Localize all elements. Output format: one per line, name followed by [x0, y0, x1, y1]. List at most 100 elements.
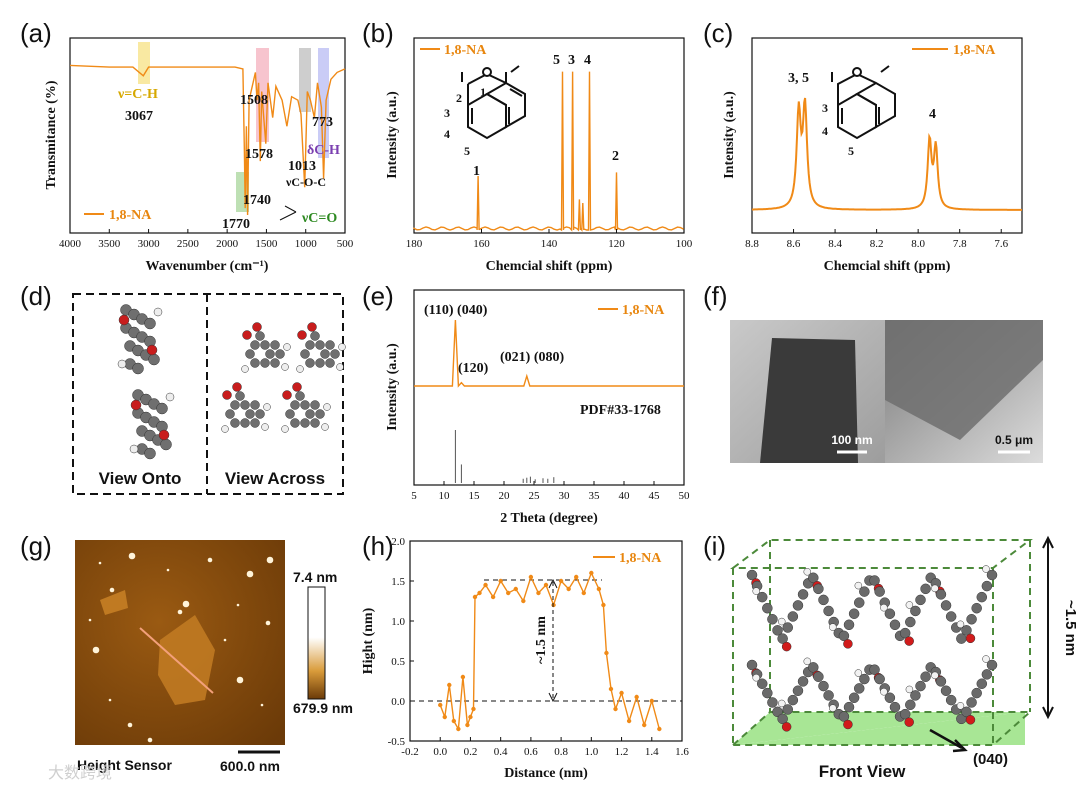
atom-carbon	[144, 317, 156, 330]
colorbar-top-label: 7.4 nm	[293, 569, 337, 585]
panel-e-x-tick-label: 15	[469, 490, 481, 502]
tem-scale-right: 0.5 μm	[995, 433, 1033, 447]
view-onto-title: View Onto	[99, 469, 182, 488]
panel-b-xticks: 180 160 140 120 100	[406, 229, 693, 250]
atom-hydrogen	[803, 657, 812, 666]
atom-carbon	[915, 594, 926, 606]
atom-carbon	[746, 659, 758, 671]
afm-particle	[98, 561, 102, 565]
atom-carbon	[270, 358, 280, 368]
panel-e-x-tick-label: 35	[589, 490, 601, 502]
panel-e-x-tick-label: 40	[619, 490, 631, 502]
atom-carbon	[905, 699, 916, 711]
atom-hydrogen	[905, 601, 914, 609]
atom-hydrogen	[752, 587, 760, 595]
profile-point	[566, 586, 571, 592]
atom-carbon	[305, 340, 315, 350]
profile-point	[498, 578, 503, 584]
atom-carbon	[255, 409, 265, 419]
atom-carbon	[848, 608, 860, 619]
atom-carbon	[976, 591, 988, 603]
atom-label-2: 2	[456, 91, 462, 105]
afm-caption: Height Sensor	[77, 757, 172, 773]
atom-carbon	[869, 664, 880, 675]
atom-carbon	[260, 358, 270, 368]
panel-b-ylabel: Intensity (a.u.)	[385, 91, 400, 179]
atom-hydrogen	[321, 423, 329, 431]
afm-particle	[92, 646, 100, 654]
panel-g-afm: 7.4 nm 679.9 nm Height Sensor 600.0 nm	[75, 540, 353, 774]
atom-carbon	[859, 673, 870, 685]
panel-h-x-tick-label: 0.8	[554, 746, 568, 758]
atom-carbon	[838, 630, 850, 642]
xrd-reference-label: PDF#33-1768	[580, 403, 661, 418]
atom-carbon	[889, 701, 901, 713]
panel-c-x-tick-label: 8.4	[828, 238, 842, 250]
panel-h-y-tick-label: 1.5	[391, 576, 405, 588]
atom-carbon	[290, 418, 300, 428]
profile-point	[596, 586, 602, 592]
panel-a-x-tick-label: 3000	[138, 238, 161, 250]
annot-1770: 1770	[222, 217, 250, 232]
panel-label-d: (d)	[20, 281, 52, 311]
afm-particle	[182, 600, 190, 608]
atom-carbon	[920, 583, 931, 595]
panel-h-ylabel: Hight (nm)	[361, 607, 376, 674]
panel-label-f: (f)	[703, 281, 728, 311]
panel-c-frame	[751, 37, 1023, 234]
atom-oxygen	[904, 717, 914, 727]
afm-particle	[260, 703, 264, 707]
panel-b-frame	[413, 37, 685, 234]
atom-carbon	[884, 692, 896, 704]
afm-particle	[177, 609, 183, 615]
atom-carbon	[156, 402, 168, 415]
atom-hydrogen	[880, 603, 888, 612]
step-arrowheads	[548, 578, 558, 703]
panel-a-ftir: 4000 3500 3000 2500 2000 1500 1000 500 Wavenumb…	[44, 37, 354, 274]
atom-hydrogen	[777, 699, 786, 708]
atom-carbon	[905, 616, 916, 628]
atom-carbon	[250, 340, 260, 350]
packing-molecules	[117, 304, 346, 460]
atom-carbon	[986, 569, 998, 581]
atom-label-4: 4	[444, 127, 450, 141]
panel-c-ylabel: Intensity (a.u.)	[722, 91, 737, 179]
atom-carbon	[250, 358, 260, 368]
atom-carbon	[889, 619, 901, 631]
atom-hydrogen	[338, 343, 346, 351]
plane-arrowhead	[952, 739, 968, 753]
profile-point	[521, 598, 526, 604]
panel-h-x-tick-label: -0.2	[401, 746, 418, 758]
front-view-caption: Front View	[819, 762, 906, 781]
atom-hydrogen	[283, 343, 291, 351]
atom-carbon	[325, 358, 335, 368]
atom-hydrogen	[281, 425, 289, 433]
panel-a-x-tick-label: 2000	[216, 238, 239, 250]
panel-h-x-tick-label: 0.6	[524, 746, 538, 758]
atom-carbon	[325, 340, 335, 350]
panel-a-x-tick-label: 1000	[295, 238, 318, 250]
panel-e-xrd: 5 10 15 20 25 30 35 40 45 50 2 Theta (degree) Int…	[385, 289, 690, 526]
atom-hydrogen	[323, 403, 331, 411]
afm-particle	[266, 556, 274, 564]
atom-hydrogen	[241, 365, 249, 373]
atom-oxygen	[781, 722, 792, 732]
layered-molecules	[746, 565, 998, 732]
annot-1740: 1740	[243, 193, 271, 208]
atom-oxygen	[118, 314, 130, 326]
panel-a-x-tick-label: 1500	[255, 238, 278, 250]
afm-particle	[223, 638, 227, 642]
annot-773: 773	[312, 115, 333, 130]
panel-h-y-tick-label: 1.0	[391, 616, 405, 628]
annot-1578: 1578	[245, 147, 273, 162]
atom-carbon	[767, 697, 778, 708]
afm-scale-label: 600.0 nm	[220, 758, 280, 774]
profile-point	[483, 582, 488, 588]
atom-carbon	[255, 331, 265, 341]
panel-h-x-tick-label: 1.6	[675, 746, 689, 758]
atom-carbon	[874, 673, 885, 685]
atom-carbon	[310, 418, 320, 428]
atom-carbon	[823, 690, 834, 701]
panel-b-legend: 1,8-NA	[444, 43, 487, 58]
hnmr-atom-label-5: 5	[848, 144, 854, 158]
